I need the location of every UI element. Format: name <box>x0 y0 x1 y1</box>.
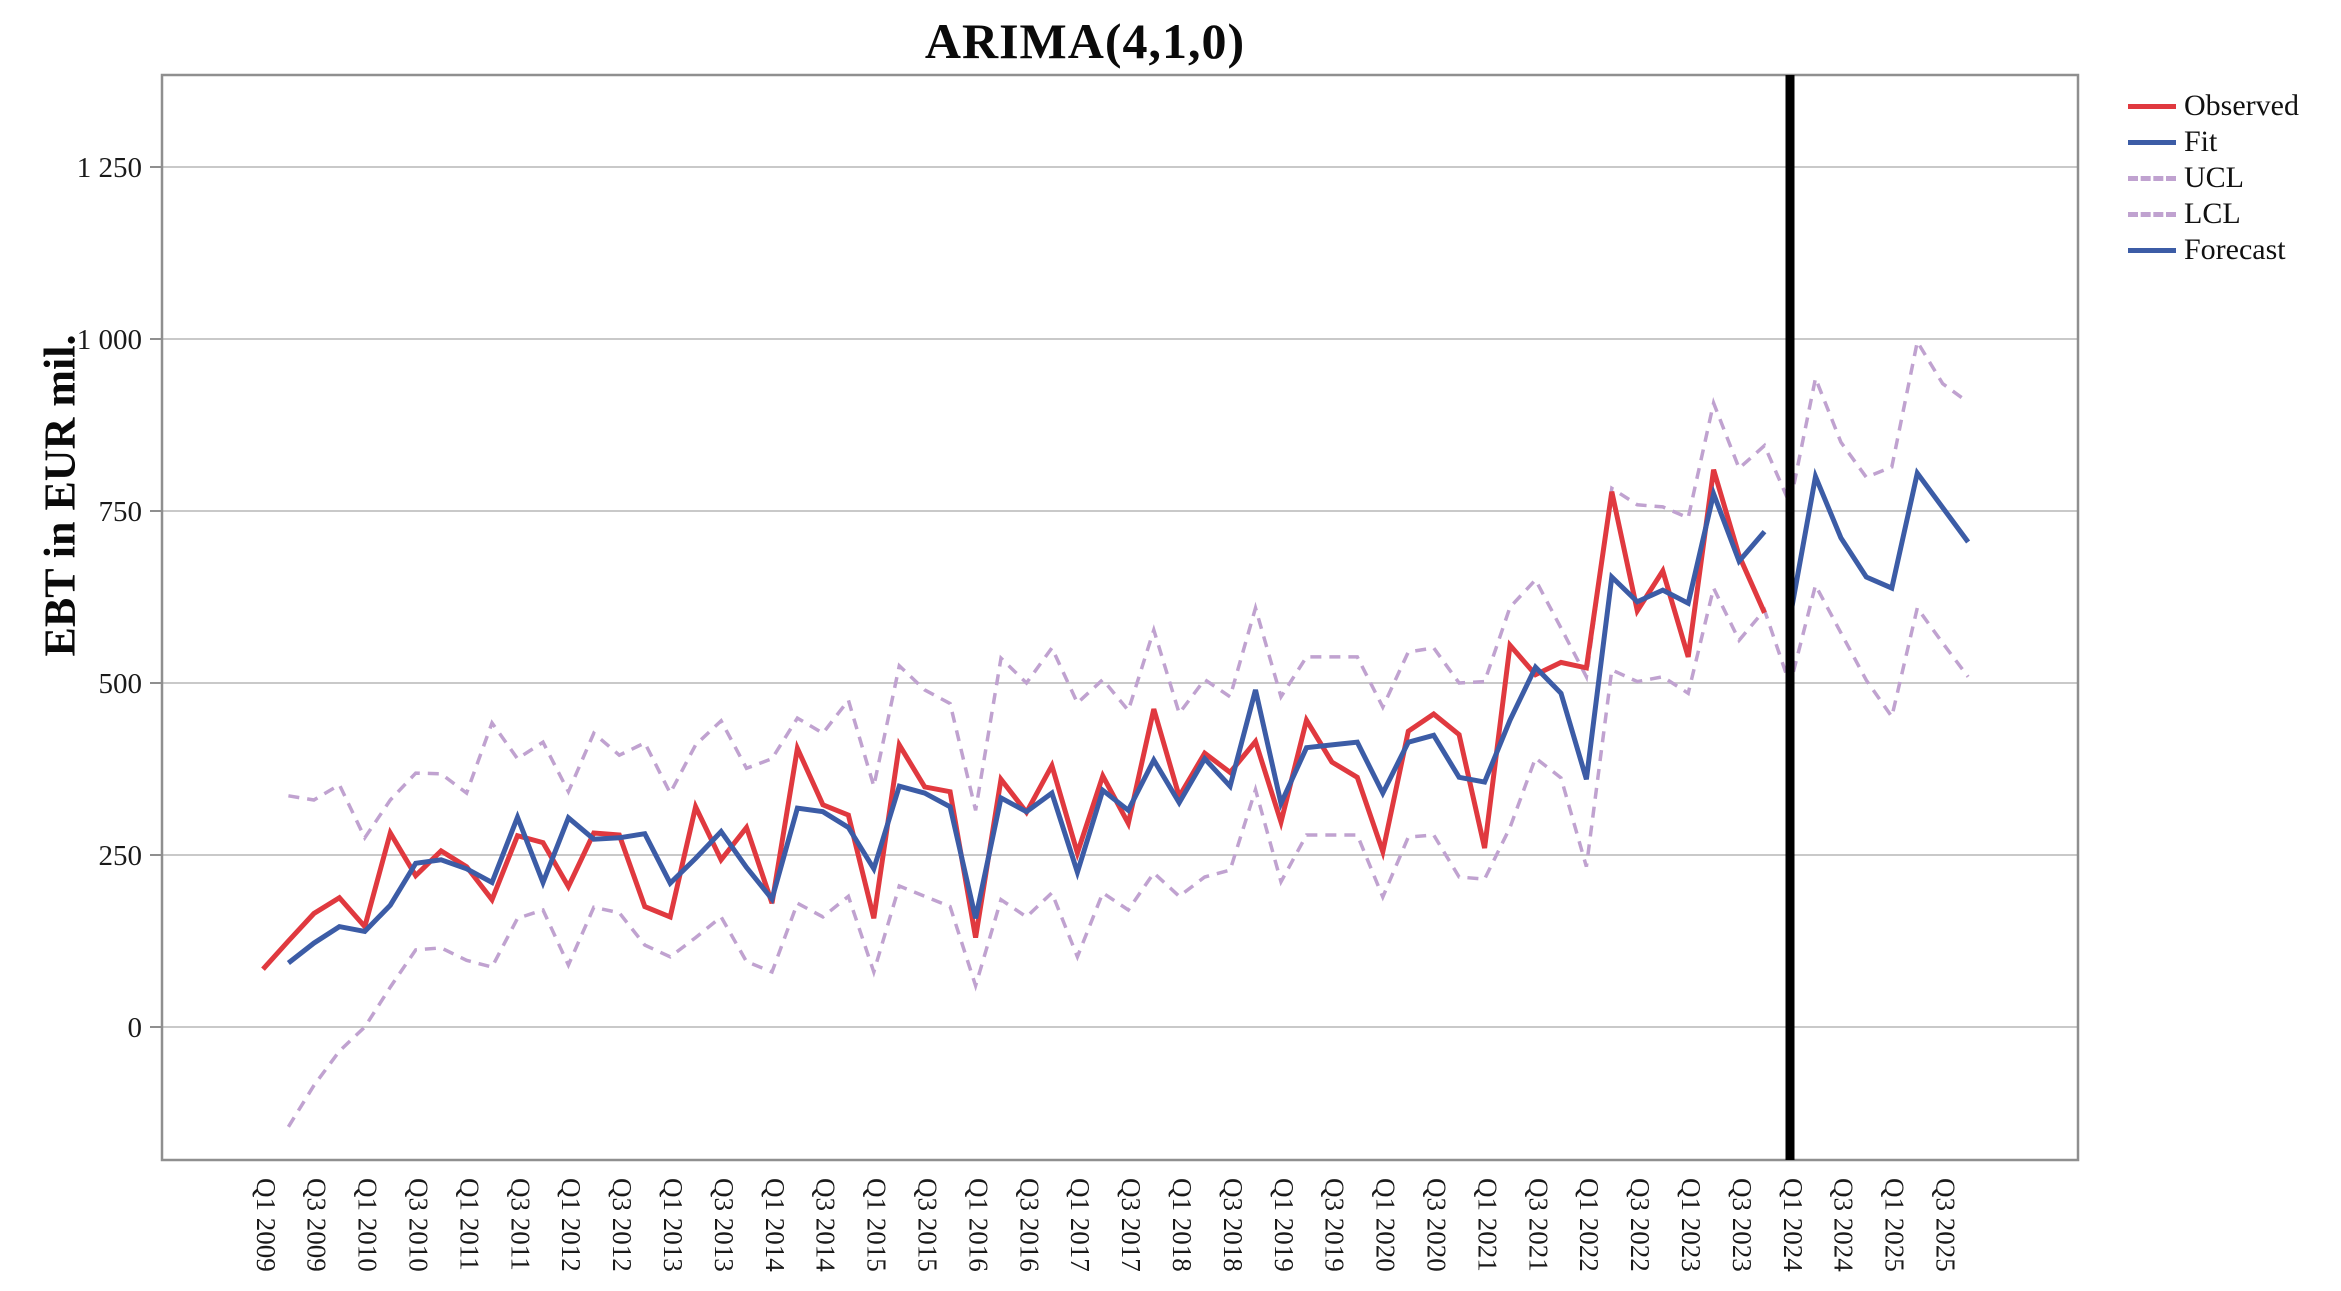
x-tick-label: Q1 2023 <box>1676 1178 1706 1272</box>
x-tick-label: Q3 2016 <box>1014 1178 1044 1272</box>
x-tick-label: Q3 2011 <box>505 1178 535 1271</box>
x-tick-label: Q3 2014 <box>811 1178 841 1272</box>
legend-item-lcl: LCL <box>2128 196 2299 232</box>
legend-swatch-observed-line <box>2128 103 2176 109</box>
x-tick-label: Q3 2013 <box>709 1178 739 1272</box>
x-tick-label: Q1 2016 <box>963 1178 993 1272</box>
x-tick-label: Q3 2025 <box>1930 1178 1960 1272</box>
legend-swatch-fit-line <box>2128 139 2176 145</box>
forecast-line <box>1787 467 1971 619</box>
legend-label-observed: Observed <box>2184 89 2299 122</box>
x-tick-label: Q1 2011 <box>454 1178 484 1271</box>
x-tick-label: Q3 2020 <box>1421 1178 1451 1272</box>
chart-title: ARIMA(4,1,0) <box>924 13 1246 69</box>
x-tick-label: Q1 2012 <box>556 1178 586 1272</box>
y-tick-label: 250 <box>99 840 143 872</box>
x-tick-label: Q3 2012 <box>607 1178 637 1272</box>
x-tick-label: Q1 2021 <box>1472 1178 1502 1272</box>
x-tick-label: Q3 2015 <box>912 1178 942 1272</box>
fit-line <box>286 485 1767 965</box>
plot-frame <box>160 73 2080 1162</box>
legend-item-ucl: UCL <box>2128 160 2299 196</box>
legend-item-fit: Fit <box>2128 124 2299 160</box>
lcl-line <box>286 580 1970 1128</box>
x-tick-label: Q1 2020 <box>1371 1178 1401 1272</box>
y-tick-label: 500 <box>99 668 143 700</box>
x-tick-label: Q3 2023 <box>1727 1178 1757 1272</box>
x-tick-label: Q3 2024 <box>1829 1178 1859 1272</box>
x-tick-label: Q1 2025 <box>1880 1178 1910 1272</box>
legend-swatch-lcl-line <box>2128 211 2176 217</box>
x-tick-label: Q1 2022 <box>1574 1178 1604 1272</box>
legend-swatch-ucl-line <box>2128 175 2176 181</box>
legend-label-lcl: LCL <box>2184 197 2241 230</box>
legend-item-forecast: Forecast <box>2128 232 2299 268</box>
x-tick-label: Q3 2021 <box>1523 1178 1553 1272</box>
x-tick-label: Q1 2024 <box>1778 1178 1808 1272</box>
x-tick-label: Q1 2017 <box>1065 1178 1095 1272</box>
x-tick-label: Q3 2017 <box>1116 1178 1146 1272</box>
y-tick-label: 1 250 <box>77 152 142 184</box>
x-tick-label: Q3 2018 <box>1218 1178 1248 1272</box>
x-tick-label: Q3 2022 <box>1625 1178 1655 1272</box>
y-tick-label: 0 <box>128 1012 143 1044</box>
y-tick-label: 750 <box>99 496 143 528</box>
observed-line <box>261 468 1767 971</box>
legend-label-forecast: Forecast <box>2184 233 2286 266</box>
legend-item-observed: Observed <box>2128 88 2299 124</box>
x-tick-label: Q1 2015 <box>862 1178 892 1272</box>
x-tick-label: Q1 2009 <box>251 1178 281 1272</box>
x-tick-label: Q1 2018 <box>1167 1178 1197 1272</box>
x-tick-label: Q1 2013 <box>658 1178 688 1272</box>
legend-label-ucl: UCL <box>2184 161 2244 194</box>
x-tick-label: Q1 2010 <box>353 1178 383 1272</box>
legend-swatch-forecast-line <box>2128 247 2176 253</box>
x-tick-label: Q3 2019 <box>1320 1178 1350 1272</box>
x-tick-label: Q3 2010 <box>403 1178 433 1272</box>
x-tick-label: Q1 2019 <box>1269 1178 1299 1272</box>
x-tick-label: Q3 2009 <box>302 1178 332 1272</box>
legend: Observed Fit UCL LCL Forecast <box>2128 88 2299 268</box>
ucl-line <box>288 337 1970 842</box>
y-tick-label: 1 000 <box>77 324 142 356</box>
x-tick-label: Q1 2014 <box>760 1178 790 1272</box>
legend-label-fit: Fit <box>2184 125 2218 158</box>
